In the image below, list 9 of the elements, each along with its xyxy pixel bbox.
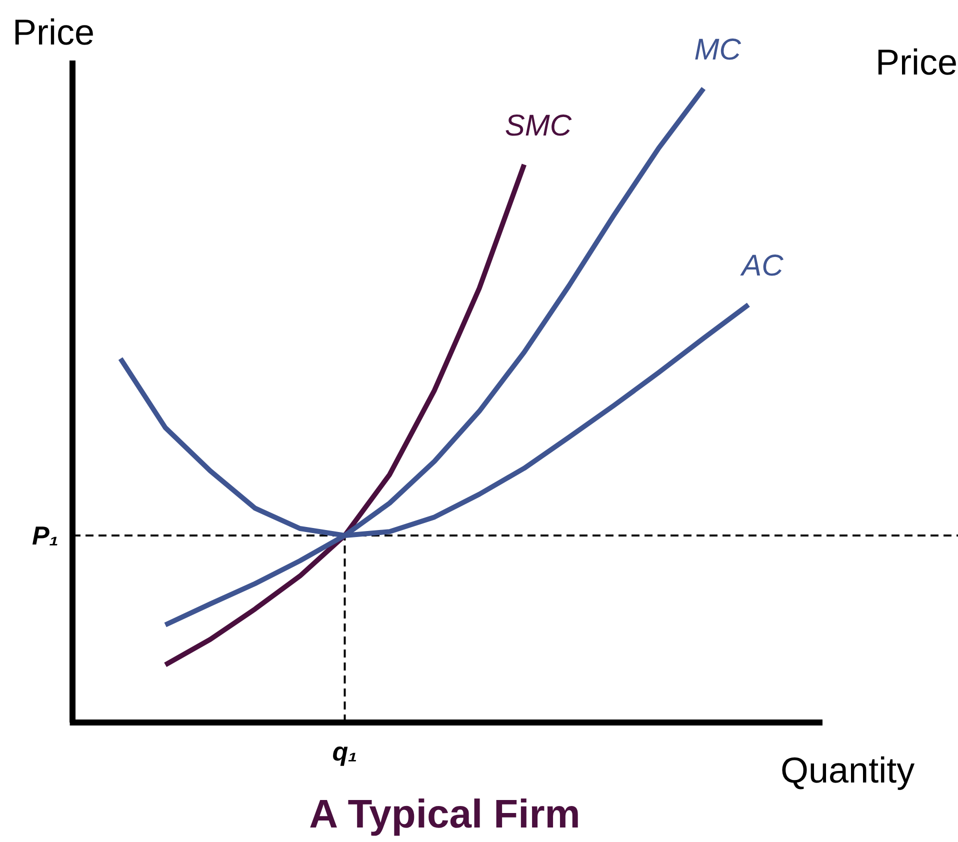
text: q₁: [332, 736, 358, 766]
text: Price: [876, 42, 958, 82]
ref-line-label: P₁: [32, 520, 59, 550]
y-axis-title: Price: [12, 12, 95, 52]
series-label: SMC: [504, 110, 572, 143]
series-label: MC: [694, 34, 742, 66]
x-axis-title: Quantity: [780, 750, 915, 790]
text: A Typical Firm: [309, 792, 580, 836]
series-label: AC: [740, 250, 784, 283]
